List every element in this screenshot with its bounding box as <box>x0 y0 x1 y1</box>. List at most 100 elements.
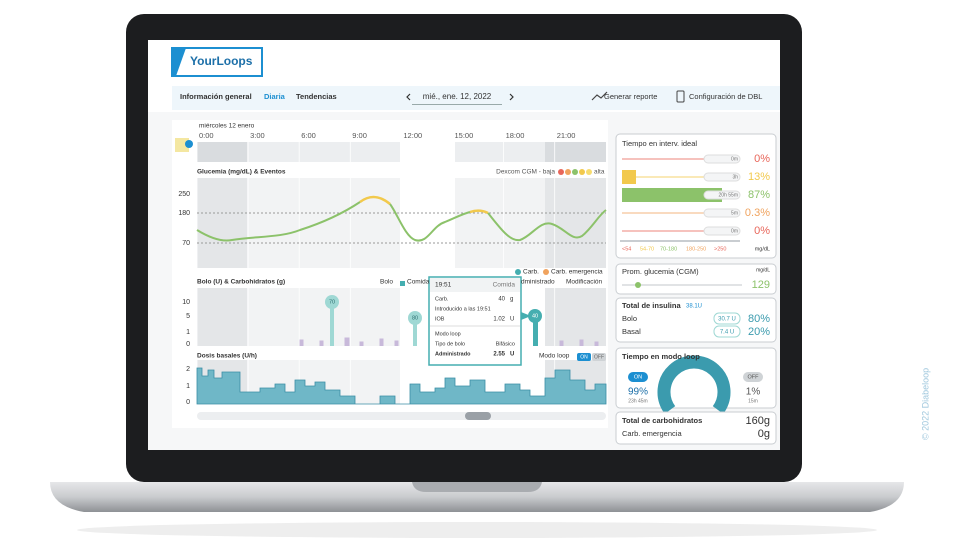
legend-dot <box>558 169 564 175</box>
amount-pill <box>713 312 741 325</box>
loop-on[interactable]: ON <box>580 354 588 360</box>
y-tick-label: 180 <box>178 210 190 217</box>
logo[interactable]: YourLoops <box>190 54 253 68</box>
shade <box>247 288 400 346</box>
nav-tab[interactable]: Información general <box>180 92 252 101</box>
y-tick-label: 70 <box>182 240 190 247</box>
avg-unit: mg/dL <box>756 267 770 273</box>
bolus-title: Bolo (U) & Carbohidratos (g) <box>197 279 285 286</box>
loop-title: Tiempo en modo loop <box>622 352 700 361</box>
duration-pill <box>703 190 741 200</box>
amount-pill <box>713 325 741 338</box>
hour-label: 0:00 <box>199 131 214 140</box>
loop-off[interactable]: OFF <box>594 354 604 360</box>
hour-label: 21:00 <box>557 131 576 140</box>
scroll-track[interactable] <box>197 412 606 420</box>
loop-on-toggle[interactable] <box>577 353 591 361</box>
report-icon[interactable] <box>591 91 608 101</box>
tir-duration: 0m <box>731 156 738 162</box>
nav-tab[interactable]: Diaria <box>264 92 286 101</box>
tooltip-label: Carb. <box>435 296 449 302</box>
carb-value: 40 <box>532 313 538 319</box>
carb-bubble[interactable] <box>528 309 542 323</box>
loop-on-percent: 99% <box>628 387 648 398</box>
report-button[interactable]: Generar reporte <box>604 92 657 101</box>
insulin-percent: 80% <box>748 313 770 325</box>
loop-on-duration: 23h 45m <box>628 398 647 404</box>
glucose-curve <box>196 201 361 242</box>
loop-off-toggle[interactable] <box>592 353 606 361</box>
tooltip-label: Modo loop <box>435 331 461 337</box>
duration-pill <box>703 208 741 218</box>
shade <box>455 142 545 162</box>
tooltip-kind: Comida <box>493 282 516 289</box>
carbs-label: Carb. emergencia <box>622 429 682 438</box>
legend-high: alta <box>594 169 605 176</box>
legend-dot <box>572 169 578 175</box>
shade <box>545 288 606 346</box>
legend-dot <box>543 269 549 275</box>
duration-pill <box>703 154 741 164</box>
bolus-bar <box>533 320 538 346</box>
avg-track <box>622 284 742 286</box>
tooltip-value: 2.55 <box>493 352 505 358</box>
tooltip-value: 40 <box>498 297 505 303</box>
glucose-curve <box>389 203 471 242</box>
legend-entry: Modificación <box>566 279 603 286</box>
avg-card <box>615 263 777 295</box>
laptop-base <box>50 482 904 512</box>
legend-entry: Carb. <box>523 269 539 276</box>
tir-duration: 5m <box>731 210 738 216</box>
tooltip-time: 19:51 <box>435 282 452 289</box>
carb-bubble[interactable] <box>408 311 422 325</box>
hour-label: 18:00 <box>506 131 525 140</box>
range-label: 54-70 <box>640 246 654 252</box>
tir-percent: 13% <box>748 171 770 183</box>
date-label[interactable]: mié., ene. 12, 2022 <box>423 92 492 101</box>
insulin-card <box>615 297 777 343</box>
tir-duration: 20h 55m <box>719 192 738 198</box>
laptop-shadow <box>77 522 877 538</box>
tir-bar <box>622 170 636 184</box>
range-label: <54 <box>622 246 631 252</box>
glucose-curve <box>487 209 607 242</box>
legend-entry: Carb. emergencia <box>551 269 603 276</box>
tir-bar <box>622 212 722 214</box>
nav-tab[interactable]: Tendencias <box>296 92 337 101</box>
legend-dot <box>586 169 592 175</box>
next-day[interactable] <box>509 93 514 101</box>
settings-button[interactable]: Configuración de DBL <box>689 92 762 101</box>
range-label: 70-180 <box>660 246 677 252</box>
tooltip-unit: g <box>510 297 513 303</box>
glucose-title: Glucemia (mg/dL) & Eventos <box>197 169 286 176</box>
tooltip-unit: U <box>510 352 514 358</box>
date-underline <box>412 104 502 105</box>
device-icon[interactable] <box>676 90 685 103</box>
y-tick-label: 1 <box>186 329 190 336</box>
prev-day[interactable] <box>406 93 411 101</box>
tir-percent: 87% <box>748 189 770 201</box>
carb-bubble[interactable] <box>325 295 339 309</box>
hour-label: 15:00 <box>455 131 474 140</box>
scroll-thumb[interactable] <box>465 412 491 420</box>
shade <box>247 178 400 268</box>
copyright: © 2022 Diabeloop <box>920 368 930 440</box>
carbs-card <box>615 411 777 445</box>
range-label: >250 <box>714 246 726 252</box>
tir-percent: 0% <box>754 153 770 165</box>
shade <box>455 178 545 268</box>
loop-off-badge <box>743 372 763 382</box>
loop-off-duration: 15m <box>748 398 758 404</box>
laptop-notch <box>412 482 542 492</box>
insulin-amount: 30.7 U <box>718 317 736 323</box>
bolus-bar <box>330 306 334 346</box>
tooltip-pointer <box>521 312 531 320</box>
note-icon[interactable] <box>175 138 189 152</box>
nav-bar <box>172 86 780 110</box>
shade <box>545 178 606 268</box>
avg-marker <box>635 282 641 288</box>
note-add[interactable] <box>185 140 193 148</box>
shade <box>197 288 247 346</box>
